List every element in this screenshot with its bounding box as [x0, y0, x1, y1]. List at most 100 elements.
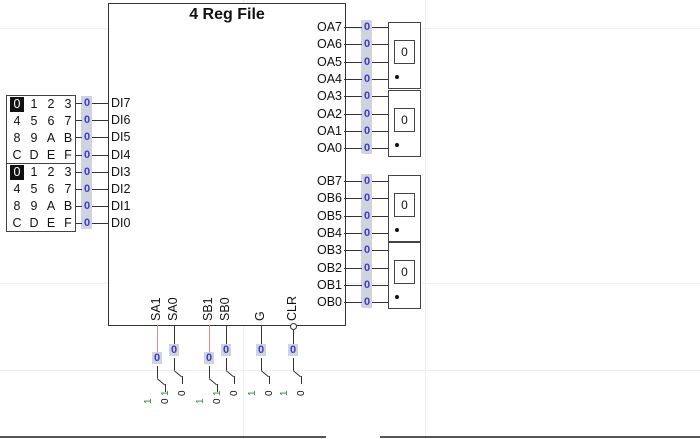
input-value[interactable]: 0: [82, 183, 92, 195]
keypad-key[interactable]: B: [63, 199, 73, 213]
output-value: 0: [362, 90, 372, 103]
input-value[interactable]: 0: [82, 114, 92, 126]
keypad-key[interactable]: E: [46, 148, 56, 162]
switch-lever[interactable]: [174, 358, 175, 370]
pin-label: DI6: [111, 113, 131, 127]
keypad-key[interactable]: E: [46, 216, 56, 230]
input-value[interactable]: 0: [82, 97, 92, 109]
switch-lever[interactable]: [301, 376, 302, 384]
output-value: 0: [362, 226, 372, 239]
input-value[interactable]: 0: [82, 131, 92, 143]
keypad-key[interactable]: A: [46, 131, 56, 145]
keypad-key[interactable]: 1: [30, 165, 38, 179]
input-value[interactable]: 0: [82, 166, 92, 178]
keypad-key[interactable]: F: [64, 216, 72, 230]
keypad-key[interactable]: A: [46, 199, 56, 213]
switch-lever[interactable]: [173, 370, 182, 378]
keypad-key[interactable]: C: [12, 216, 22, 230]
keypad-key[interactable]: B: [63, 131, 73, 145]
switch-lever[interactable]: [208, 378, 217, 386]
switch-off-label: 0: [212, 398, 223, 404]
switch-on-label: 1: [160, 390, 171, 396]
input-value[interactable]: 0: [82, 200, 92, 212]
value-band: [361, 174, 372, 307]
keypad-key[interactable]: 9: [30, 199, 38, 213]
keypad-key[interactable]: 3: [64, 97, 72, 111]
control-value[interactable]: 0: [169, 344, 179, 356]
keypad-key[interactable]: D: [29, 216, 39, 230]
input-value[interactable]: 0: [82, 217, 92, 229]
control-value[interactable]: 0: [221, 344, 231, 356]
keypad-key[interactable]: 3: [64, 165, 72, 179]
control-value[interactable]: 0: [288, 344, 298, 356]
keypad-key[interactable]: 1: [30, 97, 38, 111]
pin-label: OB1: [316, 277, 342, 292]
pin-label: OA7: [316, 20, 342, 34]
keypad-key[interactable]: 6: [47, 182, 55, 196]
pin-label: OB4: [316, 225, 342, 240]
keypad-key[interactable]: 2: [47, 165, 55, 179]
hex-display: 0: [388, 22, 421, 89]
input-value[interactable]: 0: [82, 149, 92, 161]
hex-digit: 0: [394, 260, 415, 284]
switch-off-label: 0: [264, 390, 275, 396]
switch-off-label: 0: [296, 390, 307, 396]
switch-off-label: 0: [177, 390, 188, 396]
keypad-key[interactable]: 9: [30, 131, 38, 145]
keypad-key[interactable]: 8: [13, 131, 21, 145]
control-pin-label: SA0: [166, 297, 180, 321]
wire: [261, 325, 262, 350]
switch-lever[interactable]: [209, 366, 210, 378]
control-value[interactable]: 0: [152, 352, 162, 364]
switch-lever[interactable]: [225, 370, 234, 378]
keypad-key[interactable]: 7: [64, 114, 72, 128]
value-band: [361, 20, 372, 153]
switch-lever[interactable]: [260, 370, 269, 378]
keypad-key[interactable]: D: [29, 148, 39, 162]
grid-line: [0, 370, 700, 371]
pin-label: OB6: [316, 191, 342, 206]
wire: [293, 325, 294, 350]
keypad-key[interactable]: 5: [30, 114, 38, 128]
switch-lever[interactable]: [292, 370, 301, 378]
switch-lever[interactable]: [293, 358, 294, 370]
register-file-component[interactable]: [108, 3, 346, 326]
keypad-key[interactable]: 8: [13, 199, 21, 213]
pin-label: OA6: [316, 37, 342, 52]
switch-lever[interactable]: [157, 366, 158, 378]
control-value[interactable]: 0: [256, 344, 266, 356]
hex-digit: 0: [394, 108, 415, 132]
keypad-key[interactable]: 4: [13, 114, 21, 128]
decimal-point: [395, 75, 399, 79]
switch-lever[interactable]: [165, 384, 166, 392]
keypad-key[interactable]: 7: [64, 182, 72, 196]
switch-on-label: 1: [195, 398, 206, 404]
pin-label: DI2: [111, 182, 131, 196]
switch-lever[interactable]: [217, 384, 218, 392]
keypad-key[interactable]: 2: [47, 97, 55, 111]
switch-lever[interactable]: [182, 376, 183, 384]
hex-display: 0: [388, 242, 421, 309]
keypad-key[interactable]: 4: [13, 182, 21, 196]
switch-off-label: 0: [229, 390, 240, 396]
switch-lever[interactable]: [269, 376, 270, 384]
pin-label: OA5: [316, 54, 342, 69]
switch-lever[interactable]: [156, 378, 165, 386]
switch-lever[interactable]: [226, 358, 227, 370]
pin-label: OA4: [316, 71, 342, 86]
keypad-key[interactable]: 6: [47, 114, 55, 128]
keypad-key[interactable]: 5: [30, 182, 38, 196]
keypad-key[interactable]: F: [64, 148, 72, 162]
decimal-point: [395, 143, 399, 147]
keypad-key[interactable]: C: [12, 148, 22, 162]
keypad-key[interactable]: 0: [10, 97, 24, 112]
switch-lever[interactable]: [261, 358, 262, 370]
control-value[interactable]: 0: [204, 352, 214, 364]
output-value: 0: [362, 209, 372, 222]
keypad-key[interactable]: 0: [10, 165, 24, 180]
pin-label: DI7: [111, 96, 131, 110]
switch-lever[interactable]: [234, 376, 235, 384]
output-value: 0: [362, 72, 372, 85]
